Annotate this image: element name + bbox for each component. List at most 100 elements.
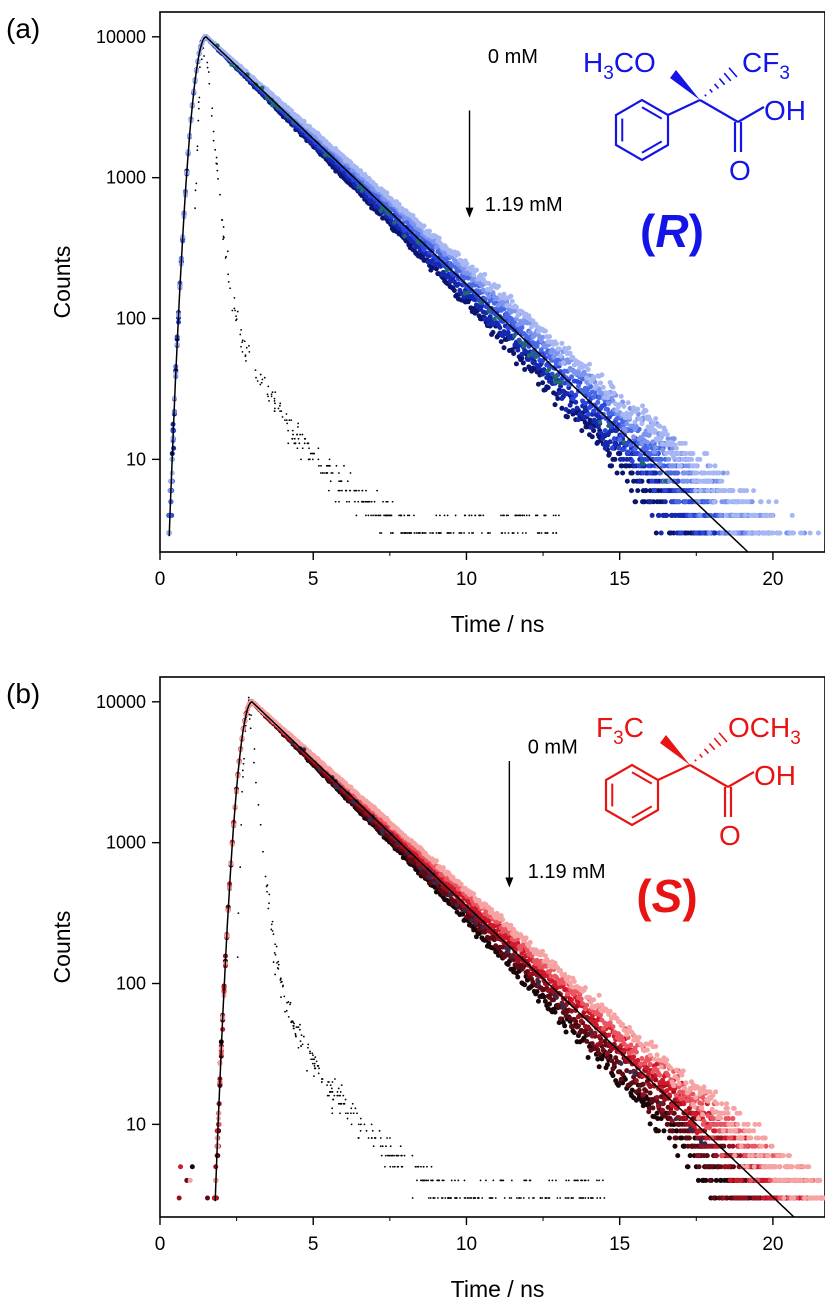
decay-point <box>812 555 817 560</box>
decay-point <box>766 555 771 560</box>
irf-point <box>510 1197 512 1199</box>
decay-point <box>675 1153 680 1158</box>
irf-point <box>387 1155 389 1157</box>
decay-point <box>559 341 564 346</box>
decay-point <box>640 403 645 408</box>
irf-point <box>508 532 510 534</box>
decay-point <box>654 531 659 536</box>
irf-point <box>339 1112 341 1114</box>
decay-point <box>779 555 784 560</box>
decay-point <box>764 1220 769 1225</box>
decay-point <box>610 385 615 390</box>
decay-point <box>564 407 569 412</box>
decay-point <box>671 463 676 468</box>
irf-point <box>290 1002 292 1004</box>
irf-point <box>314 1056 316 1058</box>
decay-point <box>808 531 813 536</box>
irf-point <box>198 108 200 110</box>
irf-point <box>272 391 274 393</box>
x-tick-label: 5 <box>308 569 319 590</box>
accent-point <box>606 424 610 428</box>
decay-point <box>724 555 729 560</box>
decay-point <box>779 555 784 560</box>
irf-point <box>264 377 266 379</box>
irf-point <box>274 402 276 404</box>
irf-point <box>343 465 345 467</box>
irf-point <box>365 501 367 503</box>
irf-point <box>261 378 263 380</box>
decay-point <box>752 555 757 560</box>
irf-point <box>398 515 400 517</box>
decay-point <box>791 555 796 560</box>
irf-point <box>301 1034 303 1036</box>
decay-point <box>741 555 746 560</box>
decay-point <box>558 353 563 358</box>
decay-point <box>743 1220 748 1225</box>
decay-point <box>768 555 773 560</box>
irf-point <box>286 419 288 421</box>
decay-point <box>612 457 617 462</box>
decay-point <box>740 555 745 560</box>
decay-point <box>792 555 797 560</box>
irf-point <box>383 515 385 517</box>
accent-point <box>641 462 645 466</box>
decay-point <box>728 555 733 560</box>
irf-point <box>259 384 261 386</box>
decay-point <box>630 471 635 476</box>
irf-point <box>300 1040 302 1042</box>
irf-point <box>424 1180 426 1182</box>
accent-point <box>530 351 534 355</box>
decay-point <box>610 1073 615 1078</box>
irf-point <box>211 107 213 109</box>
decay-point <box>690 555 695 560</box>
decay-point <box>166 555 171 560</box>
decay-point <box>608 439 613 444</box>
irf-point <box>407 515 409 517</box>
decay-point <box>762 1220 767 1225</box>
decay-point <box>782 555 787 560</box>
irf-point <box>322 472 324 474</box>
irf-point <box>416 1180 418 1182</box>
irf-point <box>596 1180 598 1182</box>
decay-point <box>799 531 804 536</box>
decay-point <box>768 1220 773 1225</box>
irf-point <box>455 515 457 517</box>
irf-point <box>347 1112 349 1114</box>
decay-point <box>743 555 748 560</box>
irf-point <box>308 442 310 444</box>
decay-point <box>652 449 657 454</box>
irf-point <box>353 1112 355 1114</box>
decay-point <box>657 461 662 466</box>
decay-point <box>637 1088 642 1093</box>
decay-point <box>775 1220 780 1225</box>
decay-point <box>638 453 643 458</box>
decay-point <box>617 437 622 442</box>
decay-point <box>762 555 767 560</box>
irf-point <box>302 447 304 449</box>
irf-point <box>279 405 281 407</box>
irf-point <box>260 374 262 376</box>
decay-point <box>672 1144 677 1149</box>
decay-point <box>562 1023 567 1028</box>
irf-point <box>356 1112 358 1114</box>
irf-point <box>304 442 306 444</box>
decay-point <box>754 555 759 560</box>
decay-point <box>763 555 768 560</box>
accent-point <box>478 300 482 304</box>
decay-point <box>711 1196 716 1201</box>
irf-point <box>274 974 276 976</box>
decay-point <box>674 1136 679 1141</box>
irf-point <box>292 438 294 440</box>
irf-point <box>268 400 270 402</box>
decay-point <box>615 471 620 476</box>
irf-point <box>274 400 276 402</box>
decay-point <box>177 1196 182 1201</box>
irf-point <box>584 1197 586 1199</box>
decay-point <box>810 555 815 560</box>
irf-point <box>357 1137 359 1139</box>
decay-point <box>792 1220 797 1225</box>
decay-point <box>564 1013 569 1018</box>
decay-point <box>770 555 775 560</box>
irf-series <box>194 45 560 534</box>
irf-point <box>297 423 299 425</box>
